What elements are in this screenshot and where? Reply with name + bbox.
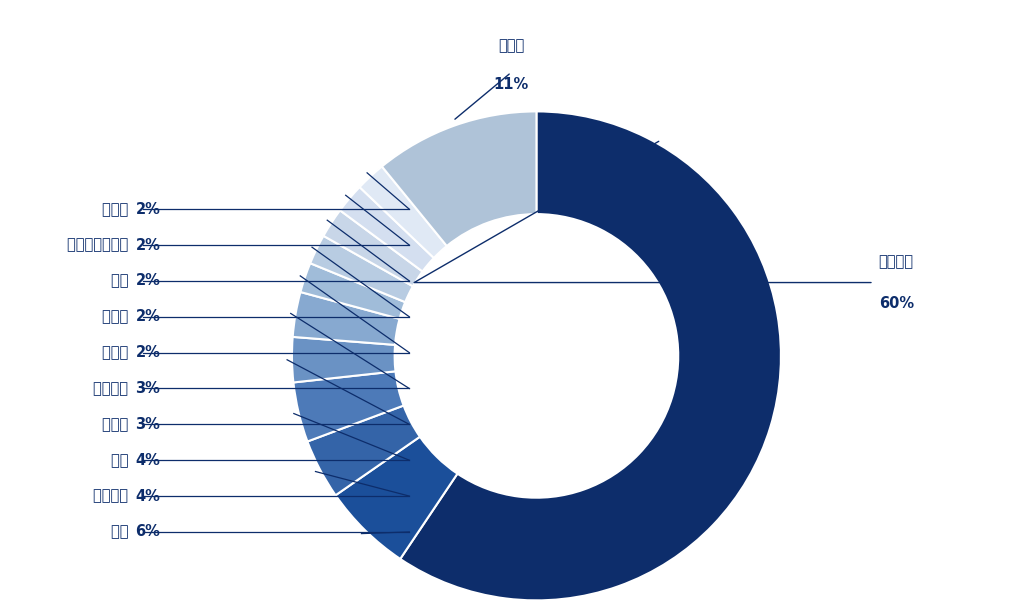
- Wedge shape: [382, 111, 537, 246]
- Text: 中国: 中国: [111, 453, 133, 468]
- Wedge shape: [400, 111, 781, 600]
- Wedge shape: [336, 437, 458, 559]
- Text: オーストラリア: オーストラリア: [68, 238, 133, 252]
- Text: カナダ: カナダ: [102, 417, 133, 432]
- Wedge shape: [300, 263, 406, 319]
- Text: インド: インド: [102, 202, 133, 217]
- Text: 台湾: 台湾: [111, 273, 133, 289]
- Text: 4%: 4%: [135, 453, 161, 468]
- Wedge shape: [324, 211, 423, 286]
- Text: フランス: フランス: [93, 381, 133, 396]
- Text: 6%: 6%: [135, 524, 161, 540]
- Text: その他: その他: [499, 37, 524, 53]
- Text: 60%: 60%: [879, 296, 913, 311]
- Wedge shape: [310, 236, 413, 302]
- Text: 2%: 2%: [135, 238, 161, 252]
- Text: 3%: 3%: [135, 417, 161, 432]
- Wedge shape: [292, 337, 395, 383]
- Wedge shape: [340, 187, 434, 271]
- Text: 2%: 2%: [135, 202, 161, 217]
- Wedge shape: [294, 371, 403, 441]
- Text: 2%: 2%: [135, 273, 161, 289]
- Text: 2%: 2%: [135, 345, 161, 360]
- Wedge shape: [307, 405, 420, 495]
- Wedge shape: [293, 292, 399, 345]
- Text: イギリス: イギリス: [93, 489, 133, 503]
- Text: 11%: 11%: [494, 77, 529, 92]
- Text: スイス: スイス: [102, 345, 133, 360]
- Text: 日本: 日本: [111, 524, 133, 540]
- Text: アメリカ: アメリカ: [879, 254, 913, 269]
- Wedge shape: [359, 166, 446, 258]
- Text: 3%: 3%: [135, 381, 161, 396]
- Text: ドイツ: ドイツ: [102, 309, 133, 324]
- Text: 4%: 4%: [135, 489, 161, 503]
- Text: 2%: 2%: [135, 309, 161, 324]
